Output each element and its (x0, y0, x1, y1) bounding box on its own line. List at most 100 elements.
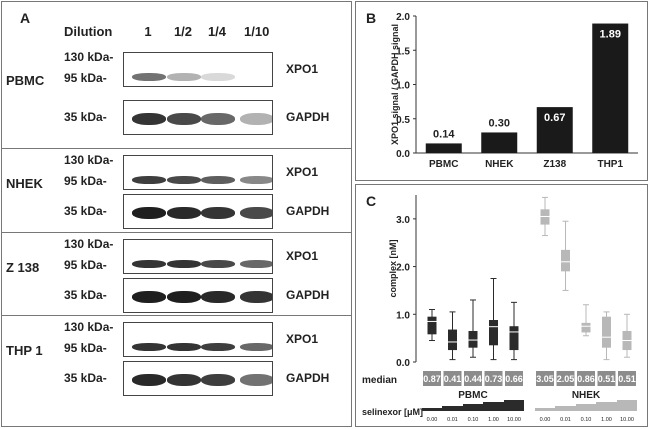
protein-label: GAPDH (286, 204, 330, 218)
panel-c-label: C (366, 193, 377, 209)
protein-label: GAPDH (286, 371, 330, 385)
panel-a: A Dilution 1 1/2 1/4 1/10 PBMC 130 kDa- 95 kD… (1, 1, 352, 427)
dilution-label: Dilution (64, 24, 113, 39)
median-value-box (577, 371, 595, 386)
protein-label: XPO1 (286, 249, 319, 263)
kda-marker: 130 kDa- (64, 320, 114, 334)
median-value-box (423, 371, 441, 386)
panel-c: C 0.0 1.0 2.0 3.0 complex [nM] median selinexo… (355, 184, 648, 427)
band (201, 176, 235, 184)
box (489, 320, 498, 346)
band (240, 260, 272, 268)
median-value-box (443, 371, 462, 386)
band (167, 73, 201, 81)
concentration-label: 1.00 (488, 417, 499, 423)
blot-gapdh (123, 278, 273, 313)
box (448, 329, 457, 351)
median-value: 2.05 (557, 374, 575, 384)
bar (425, 143, 462, 153)
band (201, 291, 235, 303)
box (468, 330, 478, 348)
y-tick-label: 1.0 (396, 81, 410, 92)
box-plot: 0.0 1.0 2.0 3.0 complex [nM] median selinexor … (362, 195, 637, 423)
band (240, 113, 272, 125)
y-tick-label: 1.0 (396, 310, 410, 321)
concentration-label: 0.10 (468, 417, 479, 423)
kda-marker: 130 kDa- (64, 237, 114, 251)
group-label: NHEK (572, 390, 601, 401)
band (201, 374, 235, 386)
band (167, 374, 201, 386)
box (602, 316, 611, 348)
band (167, 291, 201, 303)
y-axis-label: XPO1 signal / GAPDH signal (390, 24, 400, 145)
kda-marker: 35 kDa- (64, 371, 107, 385)
bar (592, 23, 629, 153)
median-value-box (484, 371, 503, 386)
band (201, 113, 235, 125)
band (240, 343, 272, 351)
protein-label: GAPDH (286, 288, 330, 302)
dilution-3: 1/10 (244, 24, 270, 39)
median-value-box (464, 371, 482, 386)
y-tick-label: 2.0 (396, 12, 410, 23)
median-value: 0.44 (464, 374, 482, 384)
y-tick-label: 0.0 (396, 149, 410, 160)
band (240, 291, 272, 303)
concentration-label: 0.00 (427, 417, 438, 423)
kda-marker: 35 kDa- (64, 110, 107, 124)
median-value-box (618, 371, 636, 386)
box (581, 322, 591, 333)
y-tick-label: 0.0 (396, 358, 410, 369)
concentration-label: 0.00 (540, 417, 551, 423)
dilution-0: 1 (144, 24, 152, 39)
blot-xpo1 (123, 52, 273, 87)
median-value: 0.73 (485, 374, 503, 384)
cell-line-label: NHEK (6, 176, 43, 191)
protein-label: XPO1 (286, 332, 319, 346)
cell-line-label: THP 1 (6, 343, 43, 358)
band (132, 176, 166, 184)
band (201, 260, 235, 268)
box (561, 249, 570, 272)
concentration-label: 0.10 (581, 417, 592, 423)
band (132, 260, 166, 268)
median-value: 0.51 (598, 374, 616, 384)
panel-b-label: B (366, 10, 377, 26)
concentration-label: 10.00 (620, 417, 634, 423)
blot-xpo1 (123, 239, 273, 274)
group-divider (2, 148, 351, 149)
kda-marker: 95 kDa- (64, 71, 107, 85)
bar-value-label: 0.30 (489, 117, 510, 129)
kda-marker: 35 kDa- (64, 288, 107, 302)
box (427, 316, 437, 335)
kda-marker: 95 kDa- (64, 341, 107, 355)
selinexor-label: selinexor [μM] (362, 407, 423, 417)
panel-b: B 0.0 0.5 1.0 1.5 2.0 XPO1 signal / GAPDH sig… (355, 1, 648, 181)
panel-a-label: A (20, 10, 31, 26)
median-value: 0.66 (505, 374, 523, 384)
median-value-box (556, 371, 575, 386)
y-tick-label: 3.0 (396, 215, 410, 226)
selinexor-gradient (535, 400, 637, 411)
kda-marker: 130 kDa- (64, 153, 114, 167)
band (240, 207, 272, 219)
median-value-box (505, 371, 523, 386)
bar (536, 107, 573, 153)
concentration-label: 0.01 (560, 417, 571, 423)
dilution-2: 1/4 (207, 24, 227, 39)
blot-gapdh (123, 361, 273, 396)
median-value: 3.05 (536, 374, 554, 384)
y-axis-label: complex [nM] (388, 239, 398, 297)
x-tick-label: PBMC (429, 159, 458, 170)
band (167, 176, 201, 184)
group-divider (2, 232, 351, 233)
blot-xpo1 (123, 155, 273, 190)
blot-xpo1 (123, 322, 273, 357)
box (509, 326, 519, 351)
concentration-label: 1.00 (601, 417, 612, 423)
band (201, 207, 235, 219)
protein-label: XPO1 (286, 165, 319, 179)
group-divider (2, 315, 351, 316)
